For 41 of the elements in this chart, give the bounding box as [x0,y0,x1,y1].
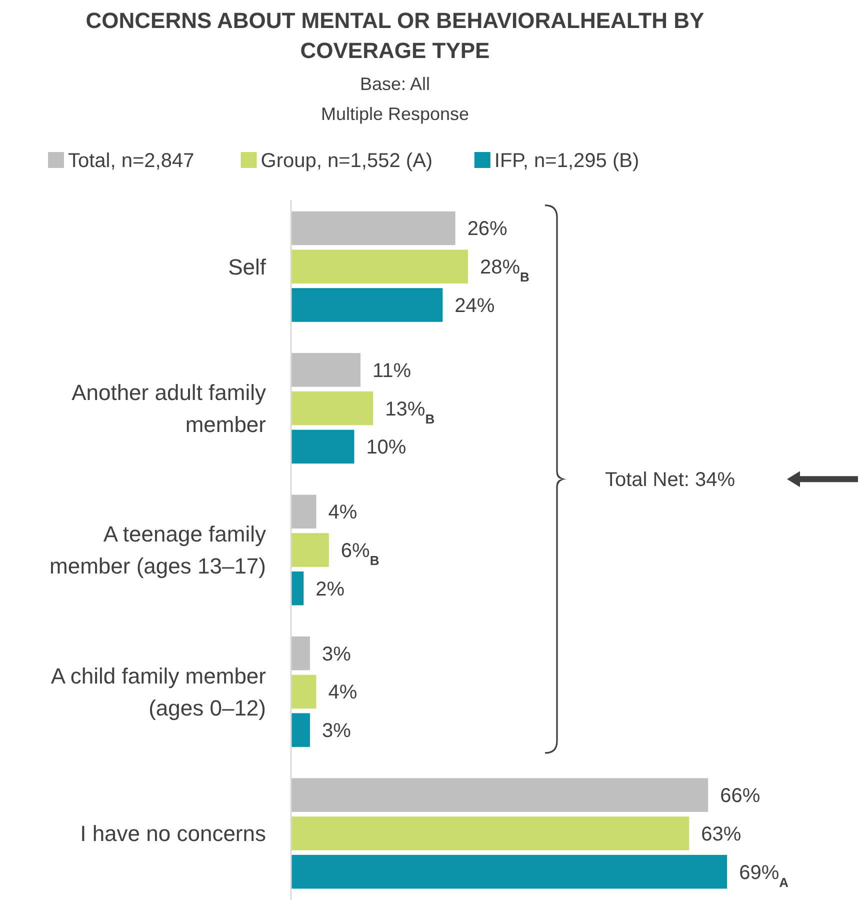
data-label: 3% [322,720,352,742]
y-tick-label: I have no concerns [80,821,266,846]
bar [291,778,708,812]
bar [291,713,310,747]
data-label: 4% [328,682,358,704]
legend-label: IFP, n=1,295 (B) [494,150,640,172]
bar [291,353,361,387]
data-label: 2% [316,578,345,600]
bar [291,816,690,850]
chart-subtitle: Base: All Multiple Response [320,74,470,124]
data-label: 63% [701,823,742,846]
data-label: 11% [372,360,412,382]
bar [291,674,316,709]
bar [291,494,316,529]
bar [291,288,443,322]
data-label: 13%$_{B}$ [385,398,435,426]
y-tick-label: Self [228,254,267,280]
bar [291,430,354,464]
data-label: 69%$_{A}$ [739,862,790,890]
data-label: 3% [322,643,352,666]
data-label: 26% [467,218,508,240]
y-tick-label: A teenage family member (ages 13–17) [50,522,266,579]
data-label: 6%$_{B}$ [340,540,380,568]
data-label: 24% [454,294,495,317]
legend-label: Group, n=1,552 (A) [260,150,433,172]
data-label: 66% [720,785,760,808]
data-label: 28%$_{B}$ [480,256,530,284]
y-tick-label: Another adult family member [72,380,266,437]
bar [291,211,456,246]
bar [291,391,374,426]
bar [291,854,728,889]
bar [291,571,304,606]
data-label: 10% [366,436,406,459]
data-label: 4% [328,502,358,524]
bar [291,533,329,567]
chart-title: CONCERNS ABOUT MENTAL OR BEHAVIORALHEALTH BY COVERAGE TYPE [86,8,705,63]
y-tick-label: A child family member (ages 0–12) [50,663,266,720]
bar [291,636,310,670]
legend-label: Total, n=2,847 [68,150,194,172]
bar [291,250,468,284]
annotation: Total Net: 34% [605,469,736,492]
